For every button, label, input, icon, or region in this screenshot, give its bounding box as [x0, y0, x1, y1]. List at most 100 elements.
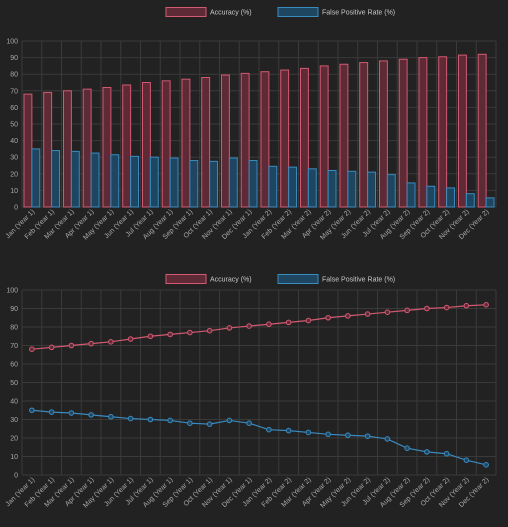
- data-point: [266, 426, 272, 433]
- data-point: [424, 305, 430, 312]
- bar: [359, 62, 369, 208]
- bar: [220, 74, 230, 208]
- bar: [288, 166, 298, 208]
- bar: [339, 63, 349, 208]
- bar: [457, 54, 467, 208]
- bar-chart: Accuracy (%) False Positive Rate (%) 0 10 20…: [5, 7, 497, 242]
- data-point: [384, 309, 391, 316]
- y-tick-label: 10: [10, 188, 18, 195]
- data-point: [127, 415, 134, 422]
- bar: [367, 171, 377, 208]
- y-tick-label: 90: [10, 306, 18, 313]
- x-axis-labels: Jan (Year 1)Feb (Year 1)Mar (Year 1)Apr …: [5, 476, 491, 509]
- y-tick-label: 20: [10, 436, 18, 443]
- data-point: [187, 420, 193, 426]
- y-tick-label: 100: [6, 39, 18, 46]
- legend: Accuracy (%) False Positive Rate (%): [165, 274, 395, 284]
- data-point: [147, 333, 154, 340]
- grid: 0 10 20 30 40 50 60 70 80 90 100: [6, 288, 497, 480]
- bar: [386, 174, 396, 208]
- bar: [181, 78, 191, 208]
- bar: [347, 170, 357, 208]
- data-point: [463, 457, 470, 463]
- bar: [90, 152, 100, 208]
- data-point: [29, 407, 35, 414]
- bar: [51, 150, 61, 208]
- y-tick-label: 100: [6, 288, 18, 295]
- data-point: [404, 307, 410, 314]
- bar: [122, 84, 132, 208]
- data-point: [266, 321, 272, 328]
- y-tick-label: 60: [10, 362, 18, 369]
- bar: [31, 148, 41, 208]
- legend-label: False Positive Rate (%): [322, 10, 395, 17]
- data-point: [285, 319, 292, 326]
- bar: [465, 193, 475, 208]
- data-point: [206, 421, 213, 427]
- y-tick-label: 70: [10, 88, 18, 95]
- data-point: [424, 449, 430, 455]
- bar: [477, 53, 487, 208]
- data-point: [48, 344, 55, 351]
- data-point: [108, 339, 114, 345]
- data-point: [226, 417, 233, 424]
- data-point: [285, 427, 292, 434]
- bar: [23, 93, 33, 208]
- bar: [62, 90, 72, 208]
- series-fpr: [31, 148, 495, 208]
- data-point: [305, 429, 312, 436]
- legend-swatch: [277, 7, 319, 17]
- bar: [228, 157, 238, 208]
- series-fpr: [29, 407, 489, 468]
- data-point: [443, 304, 450, 311]
- y-tick-label: 0: [14, 205, 18, 212]
- series-line: [31, 304, 487, 350]
- y-tick-label: 20: [10, 171, 18, 178]
- y-tick-label: 80: [10, 325, 18, 332]
- bar: [189, 160, 199, 208]
- bar: [82, 88, 92, 208]
- data-point: [88, 340, 94, 347]
- legend-label: False Positive Rate (%): [322, 277, 395, 284]
- data-point: [345, 313, 351, 319]
- bar-chart-svg: Accuracy (%) False Positive Rate (%) 0 10 20…: [5, 7, 497, 242]
- line-chart: Accuracy (%) False Positive Rate (%) 0 10 20…: [0, 264, 508, 527]
- data-point: [167, 417, 173, 424]
- data-point: [48, 409, 55, 415]
- bar: [299, 67, 309, 208]
- data-point: [483, 462, 489, 468]
- series-accuracy: [29, 302, 489, 352]
- bar: [201, 77, 211, 208]
- data-point: [325, 431, 331, 438]
- legend-swatch: [165, 274, 207, 284]
- bar: [260, 71, 270, 208]
- bar: [319, 65, 329, 208]
- x-axis-labels: Jan (Year 1)Feb (Year 1)Mar (Year 1)Apr …: [5, 208, 491, 241]
- data-point: [345, 432, 351, 439]
- grid: 0 10 20 30 40 50 60 70 80 90 100: [6, 39, 497, 212]
- series-accuracy: [23, 53, 487, 208]
- data-point: [68, 410, 75, 416]
- bar: [141, 82, 151, 208]
- data-point: [167, 331, 173, 338]
- data-point: [147, 416, 154, 423]
- data-point: [483, 302, 489, 308]
- data-point: [305, 317, 312, 324]
- data-point: [325, 314, 331, 321]
- y-tick-label: 40: [10, 399, 18, 406]
- y-tick-label: 0: [14, 473, 18, 480]
- bar: [280, 69, 290, 208]
- bar: [161, 80, 171, 208]
- line-chart-svg: Accuracy (%) False Positive Rate (%) 0 10 20…: [5, 274, 497, 510]
- y-tick-label: 70: [10, 343, 18, 350]
- bar: [485, 197, 495, 208]
- bar: [327, 169, 337, 208]
- y-tick-label: 30: [10, 417, 18, 424]
- data-point: [108, 413, 114, 420]
- y-tick-label: 80: [10, 72, 18, 79]
- y-tick-label: 50: [10, 122, 18, 129]
- bar: [43, 91, 53, 208]
- data-point: [68, 342, 75, 349]
- legend: Accuracy (%) False Positive Rate (%): [165, 7, 395, 17]
- y-tick-label: 90: [10, 55, 18, 62]
